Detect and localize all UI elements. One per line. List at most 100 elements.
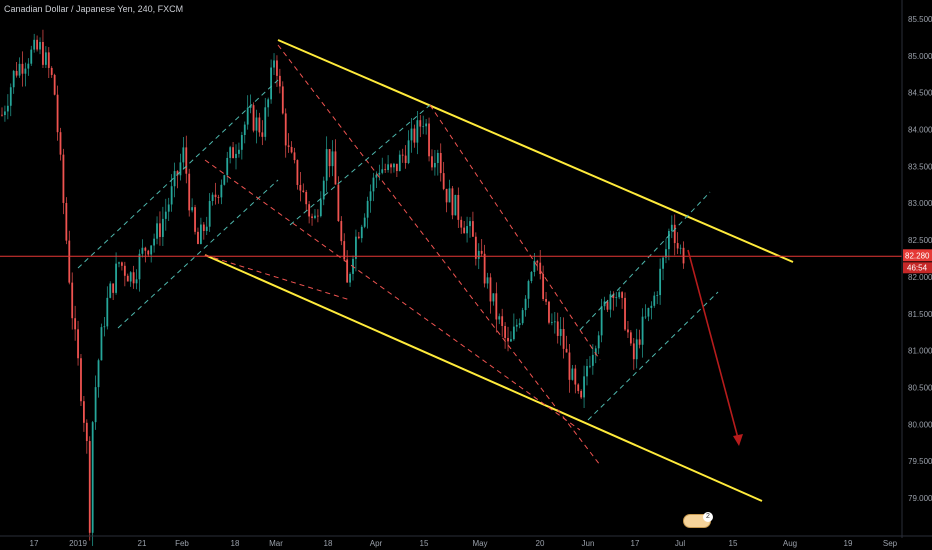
- candle-body: [1, 114, 3, 116]
- price-axis[interactable]: 79.000 79.500 80.000 80.500 81.000 81.500 82.0…: [901, 0, 932, 538]
- candle-body: [109, 283, 112, 298]
- falling-channel-red-1: [277, 44, 601, 466]
- candle-body: [551, 322, 553, 323]
- candle-body: [18, 63, 21, 76]
- candle-body: [495, 293, 498, 320]
- candle-body: [261, 132, 264, 137]
- price-tick-label: 80.500: [908, 383, 932, 392]
- candle-body: [170, 186, 173, 205]
- candle-body: [50, 67, 53, 75]
- price-tick-label: 79.500: [908, 457, 932, 466]
- price-tick-label: 81.000: [908, 347, 932, 356]
- projection-arrow-head: [733, 434, 743, 446]
- candle-body: [635, 339, 638, 360]
- candle-body: [360, 226, 363, 239]
- candle-body: [278, 75, 281, 87]
- candle-body: [562, 329, 565, 349]
- time-tick-label: 17: [631, 539, 640, 548]
- candle-body: [24, 68, 27, 74]
- candle-body: [156, 223, 158, 239]
- candle-body: [375, 174, 378, 178]
- candle-body: [115, 263, 117, 293]
- candle-body: [498, 316, 501, 320]
- candle-body: [322, 180, 325, 200]
- candle-body: [121, 262, 123, 266]
- time-tick-label: 18: [324, 539, 333, 548]
- candle-body: [39, 41, 41, 50]
- candle-body: [325, 149, 328, 181]
- time-tick-label: 20: [536, 539, 545, 548]
- candle-body: [515, 324, 518, 327]
- time-tick-label: May: [472, 539, 487, 548]
- candle-body: [217, 197, 220, 198]
- candle-body: [62, 154, 65, 203]
- candle-body: [85, 422, 88, 442]
- candle-body: [129, 272, 132, 282]
- rising-channel-upper: [77, 79, 279, 269]
- candle-body: [606, 301, 609, 310]
- time-tick-label: 15: [420, 539, 429, 548]
- candle-body: [188, 173, 191, 211]
- candle-body: [398, 154, 401, 172]
- candle-body: [334, 151, 337, 185]
- candle-body: [167, 204, 170, 212]
- events-count-badge[interactable]: 2: [703, 512, 713, 522]
- candle-body: [340, 221, 343, 242]
- candle-body: [103, 326, 106, 328]
- price-tick-label: 81.500: [908, 310, 932, 319]
- candle-body: [191, 207, 194, 211]
- candle-body: [492, 293, 495, 302]
- candle-body: [545, 298, 547, 302]
- candle-body: [311, 216, 313, 219]
- candle-body: [150, 245, 153, 255]
- candle-body: [185, 147, 188, 174]
- time-tick-label: 19: [844, 539, 853, 548]
- candle-body: [416, 120, 419, 143]
- time-tick-label: 17: [30, 539, 39, 548]
- candle-body: [565, 348, 568, 353]
- candle-body: [88, 441, 91, 533]
- candle-body: [328, 149, 331, 167]
- candle-body: [501, 316, 504, 327]
- candle-body: [448, 188, 451, 203]
- candle-body: [600, 306, 603, 336]
- candle-body: [238, 149, 240, 154]
- time-tick-label: 21: [138, 539, 147, 548]
- candle-body: [211, 194, 214, 202]
- rising-channel-lower: [117, 179, 279, 329]
- time-tick-label: Jul: [675, 539, 685, 548]
- candle-body: [284, 113, 287, 146]
- candle-body: [571, 368, 574, 380]
- candle-body: [144, 247, 147, 251]
- time-axis[interactable]: 17 2019 21 Feb 18 Mar 18 Apr 15 May 20 Jun 17 Jul 15 Au…: [0, 535, 932, 548]
- candle-body: [223, 175, 226, 185]
- time-tick-label: Aug: [783, 539, 797, 548]
- candle-body: [621, 292, 623, 298]
- candle-body: [44, 52, 47, 65]
- candle-body: [15, 70, 18, 76]
- candle-body: [287, 145, 290, 147]
- candle-body: [240, 135, 243, 150]
- candle-body: [463, 227, 466, 234]
- candle-body: [665, 249, 667, 258]
- candle-body: [357, 236, 360, 239]
- candle-body: [603, 301, 606, 307]
- candle-body: [47, 52, 50, 68]
- candle-body: [74, 318, 77, 330]
- candle-body: [594, 348, 597, 355]
- candle-body: [524, 298, 527, 311]
- candle-body: [410, 128, 413, 141]
- candle-body: [384, 169, 387, 171]
- candle-body: [147, 250, 150, 255]
- candle-body: [112, 283, 115, 293]
- candle-body: [530, 271, 533, 282]
- time-tick-label: 18: [231, 539, 240, 548]
- candle-body: [349, 273, 351, 283]
- candle-body: [65, 202, 68, 241]
- channel-upper-line: [277, 39, 794, 263]
- candle-body: [229, 147, 232, 158]
- candle-body: [624, 297, 626, 330]
- candle-body: [553, 321, 556, 323]
- candle-body: [589, 365, 591, 367]
